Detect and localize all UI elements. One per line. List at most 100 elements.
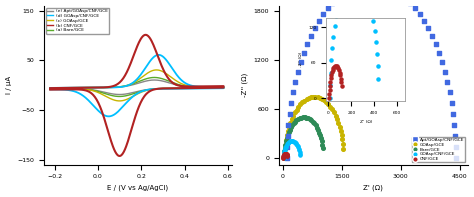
Point	[338, 138, 346, 141]
Point	[435, 52, 443, 55]
Point	[328, 1, 336, 4]
Point	[312, 124, 319, 127]
Point	[283, 152, 290, 156]
Point	[452, 145, 459, 149]
Point	[280, 154, 288, 157]
Point	[303, 43, 311, 46]
X-axis label: Z' (Ω): Z' (Ω)	[364, 185, 383, 191]
Point	[280, 154, 287, 157]
Point	[307, 119, 315, 122]
Point	[307, 96, 315, 99]
Point	[295, 147, 302, 151]
Point	[280, 155, 287, 158]
Point	[416, 13, 423, 16]
Point	[282, 152, 290, 155]
Point	[289, 139, 296, 143]
Point	[282, 152, 289, 155]
Point	[280, 153, 288, 156]
Point	[296, 154, 304, 157]
Point	[281, 146, 289, 149]
Point	[281, 152, 288, 156]
Point	[441, 71, 449, 74]
Point	[280, 153, 288, 156]
Point	[294, 118, 302, 121]
Point	[289, 114, 297, 117]
Point	[424, 27, 432, 30]
Point	[286, 121, 294, 125]
Point	[282, 145, 290, 148]
Point	[407, 1, 414, 4]
Point	[305, 97, 312, 100]
Point	[291, 111, 299, 114]
Point	[292, 80, 299, 84]
Point	[311, 27, 319, 30]
Legend: Apt/GOAsp/CNF/GCE, GOAsp/GCE, Bare/GCE, GOAsp/CNF/GCE, CNF/GCE: Apt/GOAsp/CNF/GCE, GOAsp/GCE, Bare/GCE, …	[412, 137, 465, 163]
Point	[448, 101, 456, 104]
Point	[282, 152, 289, 155]
Y-axis label: I / μA: I / μA	[6, 76, 11, 94]
Point	[283, 134, 291, 137]
Point	[280, 153, 288, 157]
Point	[287, 139, 294, 143]
Point	[319, 13, 327, 16]
Point	[333, 117, 341, 121]
Point	[301, 99, 308, 102]
Point	[283, 154, 291, 157]
Point	[280, 157, 287, 160]
Point	[306, 118, 313, 121]
Point	[327, 105, 334, 108]
Point	[282, 140, 290, 143]
Point	[314, 128, 322, 132]
Point	[287, 101, 295, 104]
Point	[293, 143, 301, 147]
Point	[316, 97, 324, 100]
Point	[317, 137, 325, 140]
Point	[325, 103, 332, 106]
Point	[287, 126, 295, 129]
Point	[451, 134, 459, 137]
Point	[283, 153, 291, 156]
Point	[286, 140, 294, 143]
Point	[281, 148, 288, 151]
Point	[314, 96, 321, 99]
Point	[411, 7, 419, 10]
Point	[296, 117, 303, 120]
Point	[328, 108, 336, 111]
Point	[324, 7, 331, 10]
Point	[297, 61, 304, 64]
Point	[291, 120, 299, 123]
Point	[283, 143, 291, 146]
Legend: (e) Apt/GOAsp/CNF/GCE, (d) GOAsp/CNF/GCE, (c) GOAsp/GCE, (b) CNF/GCE, (a) Bare/G: (e) Apt/GOAsp/CNF/GCE, (d) GOAsp/CNF/GCE…	[46, 8, 109, 34]
Point	[282, 147, 289, 150]
Point	[302, 116, 310, 119]
Point	[290, 140, 297, 143]
Point	[294, 71, 301, 74]
Point	[332, 114, 339, 117]
Point	[292, 119, 300, 122]
Point	[293, 108, 301, 111]
Point	[282, 143, 290, 146]
Point	[449, 112, 457, 115]
Point	[283, 154, 291, 158]
Point	[281, 152, 289, 155]
Point	[283, 155, 291, 158]
Point	[286, 112, 293, 115]
Point	[283, 138, 290, 141]
X-axis label: E / (V vs Ag/AgCl): E / (V vs Ag/AgCl)	[108, 185, 169, 191]
Point	[330, 111, 337, 114]
Point	[438, 61, 446, 64]
Point	[304, 117, 312, 120]
Point	[313, 126, 320, 129]
Point	[315, 20, 322, 23]
Point	[282, 152, 290, 155]
Point	[281, 153, 288, 156]
Point	[446, 91, 454, 94]
Point	[303, 98, 310, 101]
Point	[285, 140, 293, 144]
Point	[295, 149, 303, 152]
Point	[283, 137, 291, 140]
Point	[284, 134, 292, 137]
Point	[299, 116, 307, 119]
Point	[315, 131, 323, 134]
Point	[296, 151, 303, 154]
